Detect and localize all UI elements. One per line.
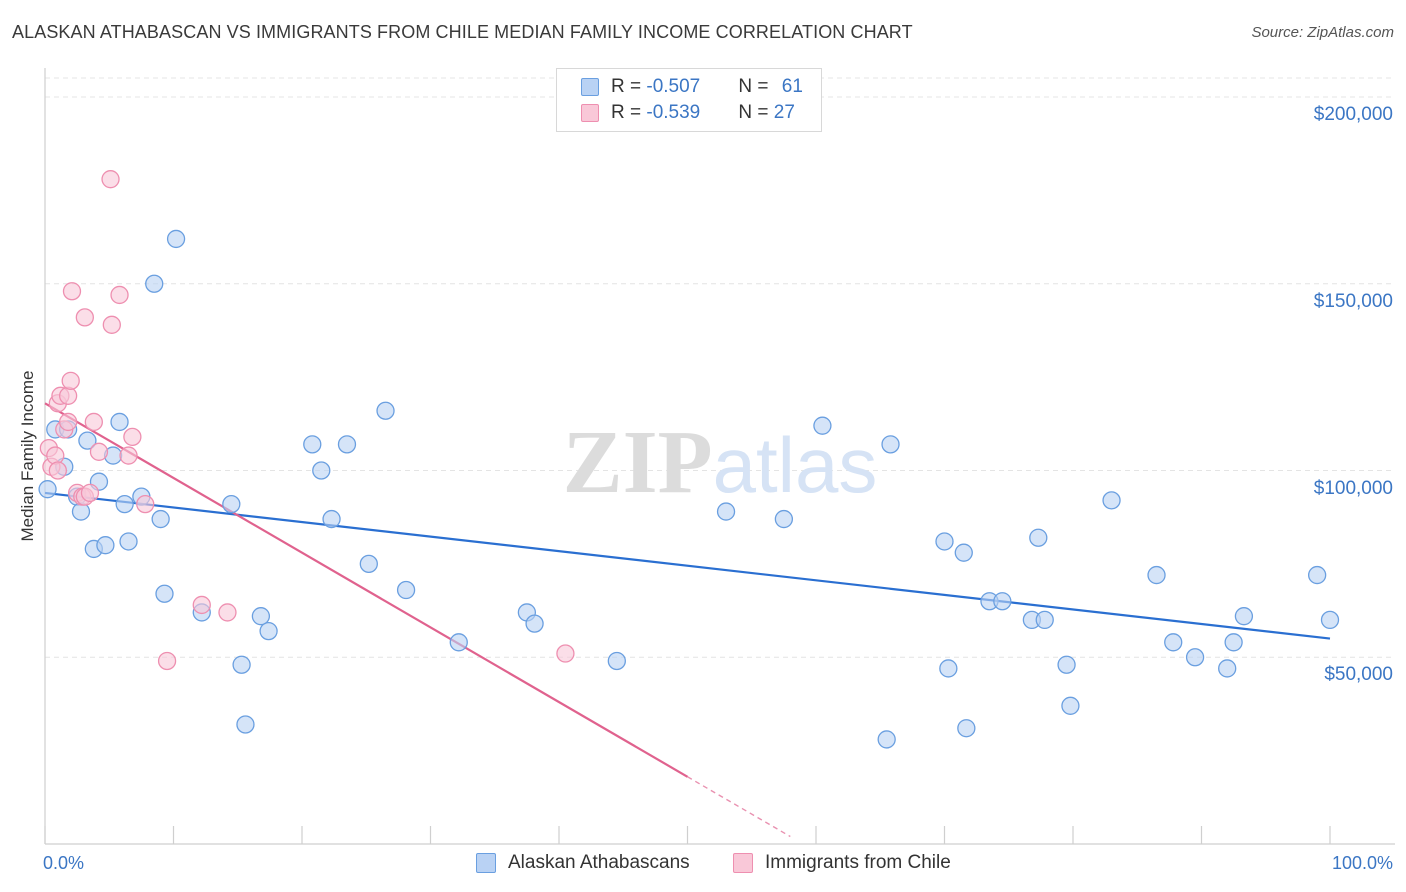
point-athabascan: [259, 621, 278, 641]
point-athabascan: [110, 412, 129, 432]
point-athabascan: [337, 435, 357, 454]
trend-line-athabascan: [44, 491, 1331, 640]
point-chile: [80, 483, 100, 503]
point-chile: [101, 170, 120, 189]
point-athabascan: [232, 655, 251, 674]
chart-source: Source: ZipAtlas.com: [1251, 24, 1394, 41]
legend-item-chile: Immigrants from Chile: [733, 852, 951, 874]
y-tick-label: $100,000: [1313, 477, 1393, 499]
chile-swatch: [581, 104, 599, 122]
point-chile: [136, 494, 155, 514]
point-athabascan: [449, 633, 468, 652]
point-athabascan: [1185, 648, 1205, 667]
point-athabascan: [322, 509, 341, 529]
point-athabascan: [1102, 491, 1121, 510]
point-athabascan: [78, 431, 97, 450]
point-athabascan: [236, 715, 255, 734]
point-chile: [46, 446, 65, 465]
point-chile: [218, 603, 237, 622]
point-athabascan: [119, 532, 138, 551]
point-chile: [110, 285, 129, 305]
point-chile: [192, 595, 211, 615]
point-athabascan: [312, 461, 331, 480]
point-athabascan: [1061, 696, 1080, 715]
point-athabascan: [1057, 655, 1076, 674]
point-chile: [556, 644, 575, 663]
stats-legend-box: R = -0.507 N = 61 R = -0.539 N = 27: [556, 68, 822, 132]
trend-line-chile-extension: [687, 776, 791, 838]
watermark: ZIPatlas: [563, 413, 878, 512]
point-athabascan: [993, 592, 1012, 611]
point-chile: [61, 371, 80, 391]
point-chile: [48, 461, 67, 480]
athabascan-n-value: 61: [781, 76, 803, 97]
point-athabascan: [376, 401, 395, 420]
point-athabascan: [38, 480, 57, 499]
point-athabascan: [96, 536, 115, 555]
point-athabascan: [155, 584, 174, 603]
point-athabascan: [1234, 607, 1254, 626]
point-athabascan: [1147, 565, 1166, 585]
legend-chile-label: Immigrants from Chile: [765, 852, 951, 873]
point-athabascan: [813, 416, 832, 435]
point-athabascan: [774, 509, 794, 529]
chart-title: ALASKAN ATHABASCAN VS IMMIGRANTS FROM CH…: [12, 22, 913, 42]
x-tick-label-max: 100.0%: [1331, 853, 1393, 873]
athabascan-swatch: [581, 78, 599, 96]
legend-athabascan-label: Alaskan Athabascans: [508, 852, 690, 873]
point-athabascan: [957, 719, 976, 738]
point-athabascan: [303, 435, 322, 454]
point-chile: [84, 412, 103, 432]
point-athabascan: [954, 543, 973, 562]
point-athabascan: [939, 659, 958, 678]
point-athabascan: [1029, 528, 1048, 547]
y-tick-label: $200,000: [1313, 104, 1393, 125]
point-chile: [62, 282, 82, 301]
stats-row-chile: R = -0.539 N = 27: [581, 100, 795, 126]
trend-lines: [44, 402, 1331, 838]
data-points: [38, 170, 1340, 749]
point-chile: [102, 315, 121, 334]
point-athabascan: [396, 580, 416, 600]
point-athabascan: [1308, 565, 1327, 585]
trend-line-chile: [44, 402, 689, 778]
stats-row-athabascan: R = -0.507 N = 61: [581, 74, 803, 100]
point-athabascan: [716, 502, 736, 521]
legend-item-athabascan: Alaskan Athabascans: [476, 852, 690, 874]
point-chile: [89, 442, 109, 461]
point-chile: [75, 308, 94, 327]
legend-athabascan-swatch: [476, 853, 496, 873]
chile-r-value: -0.539: [646, 102, 701, 123]
point-athabascan: [607, 651, 626, 671]
point-athabascan: [151, 509, 170, 529]
point-chile: [58, 412, 78, 432]
point-chile: [119, 446, 138, 465]
y-tick-label: $50,000: [1324, 664, 1393, 686]
point-athabascan: [222, 494, 241, 514]
point-athabascan: [1224, 633, 1243, 652]
x-tick-label-min: 0.0%: [43, 853, 85, 873]
point-athabascan: [115, 494, 134, 514]
point-athabascan: [935, 532, 954, 551]
y-tick-label: $150,000: [1313, 290, 1393, 312]
athabascan-r-value: -0.507: [646, 76, 701, 97]
point-athabascan: [1218, 659, 1237, 678]
point-athabascan: [1320, 610, 1340, 630]
point-athabascan: [359, 554, 378, 574]
point-athabascan: [877, 730, 896, 749]
point-athabascan: [525, 614, 544, 633]
point-athabascan: [145, 274, 164, 293]
chile-n-value: 27: [773, 102, 795, 123]
point-athabascan: [1164, 633, 1183, 652]
point-athabascan: [251, 607, 271, 626]
point-athabascan: [1035, 610, 1054, 630]
point-athabascan: [881, 435, 900, 454]
point-chile: [157, 651, 177, 671]
point-chile: [123, 427, 142, 447]
legend-chile-swatch: [733, 853, 753, 873]
point-athabascan: [166, 229, 186, 249]
point-chile: [58, 386, 78, 405]
